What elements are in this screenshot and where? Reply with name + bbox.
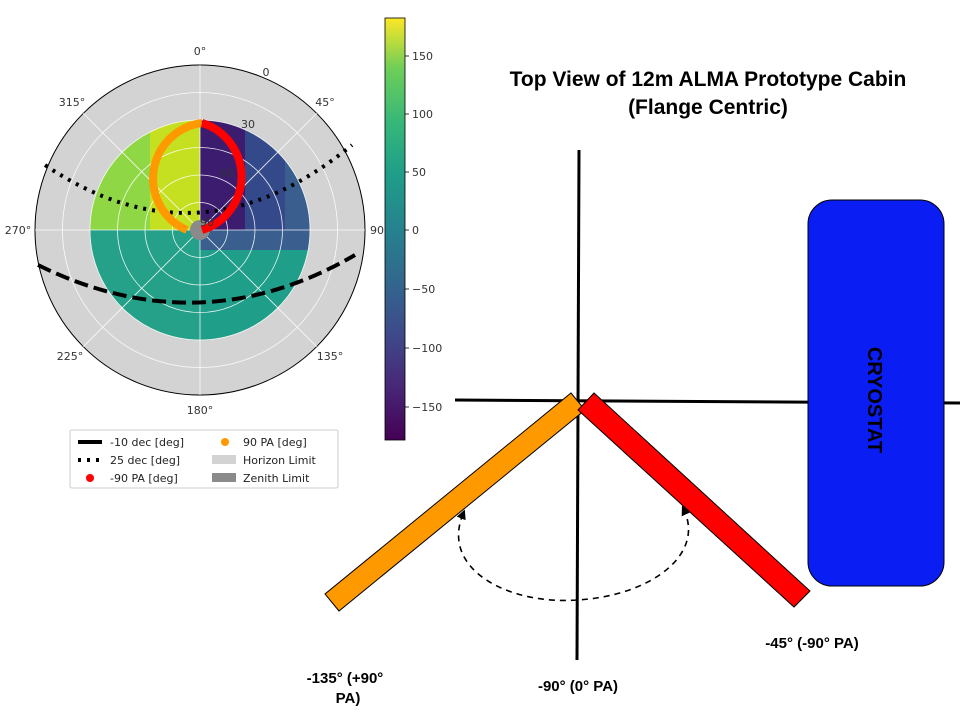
label-minus45: -45° (-90° PA) (765, 635, 858, 652)
label-minus135-line1: -135° (+90° (307, 670, 384, 687)
legend-label-zenith-limit: Zenith Limit (243, 472, 310, 485)
legend-label-horizon-limit: Horizon Limit (243, 454, 317, 467)
label-minus135-line2: PA) (336, 690, 361, 707)
colorbar-tick-50: 50 (412, 166, 426, 179)
cabin-diagram: Top View of 12m ALMA Prototype Cabin (Fl… (307, 68, 960, 707)
orange-bar-plus90-pa (324, 392, 586, 612)
legend-swatch-pa-90 (221, 438, 229, 446)
az-label-225: 225° (57, 350, 84, 363)
label-minus90: -90° (0° PA) (538, 678, 618, 695)
legend-label-dec-25: 25 dec [deg] (110, 454, 180, 467)
legend-label-pa-minus90: -90 PA [deg] (110, 472, 178, 485)
diagram-title-line2: (Flange Centric) (628, 96, 788, 119)
legend-swatch-horizon-limit (212, 455, 236, 464)
legend-label-dec-minus10: -10 dec [deg] (110, 436, 184, 449)
colorbar-tick-150: 150 (412, 50, 433, 63)
colorbar-tick-minus100: −100 (412, 342, 442, 355)
colorbar: 150 100 50 0 −50 −100 −150 (384, 17, 442, 441)
colorbar-tick-100: 100 (412, 108, 433, 121)
az-label-135: 135° (317, 350, 344, 363)
radial-label-90: 90 (200, 216, 214, 229)
rotation-arrow-arc (456, 505, 691, 602)
az-label-90: 90 (370, 224, 384, 237)
colorbar-gradient (384, 17, 406, 441)
az-label-270: 270° (5, 224, 32, 237)
az-label-180: 180° (187, 404, 214, 417)
pa-minus90-track (200, 119, 246, 234)
radial-label-60: 60 (220, 167, 234, 180)
colorbar-tick-minus50: −50 (412, 283, 435, 296)
az-label-45: 45° (315, 96, 335, 109)
pa-plus90-track (149, 119, 203, 234)
az-label-0: 0° (194, 45, 207, 58)
diagram-title-line1: Top View of 12m ALMA Prototype Cabin (510, 68, 907, 91)
radial-label-30: 30 (241, 118, 255, 131)
dec-25-dotted-track (43, 143, 354, 215)
plot-legend: -10 dec [deg] 25 dec [deg] -90 PA [deg] … (69, 429, 339, 489)
legend-label-pa-90: 90 PA [deg] (243, 436, 307, 449)
dec-minus10-dashed-track (37, 253, 357, 305)
red-bar-minus90-pa (577, 392, 811, 608)
radial-label-0: 0 (263, 66, 270, 79)
legend-swatch-zenith-limit (212, 473, 236, 482)
colorbar-tick-0: 0 (412, 224, 419, 237)
az-label-315: 315° (59, 96, 86, 109)
cryostat-label: CRYOSTAT (863, 347, 885, 453)
colorbar-tick-minus150: −150 (412, 401, 442, 414)
polar-plot: 0° 45° 90 135° 180° 225° 270° 315° 0 30 … (5, 45, 384, 417)
cryostat-box (807, 199, 945, 587)
legend-swatch-pa-minus90 (86, 474, 94, 482)
